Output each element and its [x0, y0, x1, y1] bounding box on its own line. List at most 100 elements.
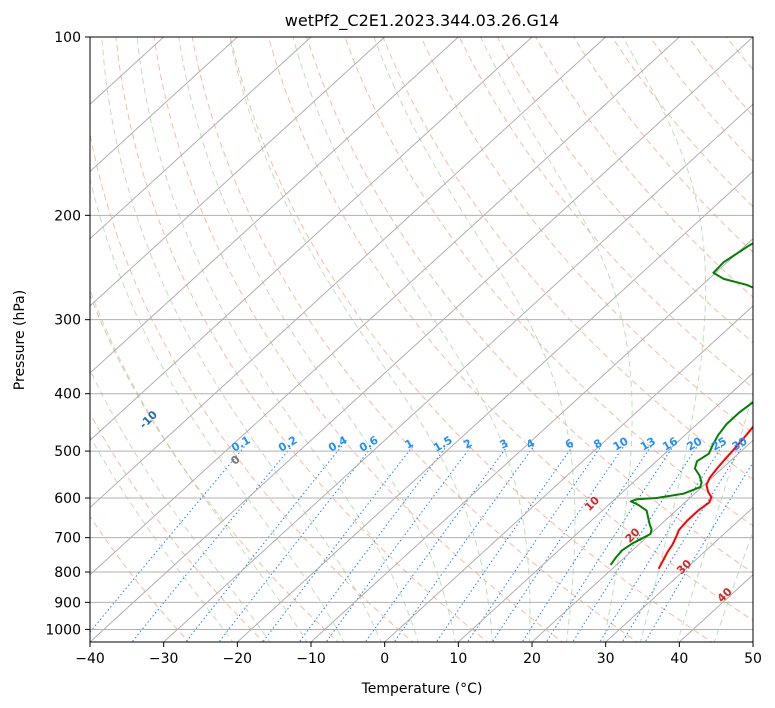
moist-adiabat-label: 20 — [623, 525, 643, 545]
dry-adiabat-line — [90, 131, 414, 642]
mixing-ratio-label: 6 — [563, 436, 576, 451]
dry-adiabat-line — [458, 37, 753, 389]
dry-adiabat-line — [649, 37, 753, 163]
x-tick-label: 30 — [597, 651, 615, 667]
temperature-line — [657, 425, 753, 570]
dry-adiabat-line — [229, 37, 713, 642]
dry-adiabat-line — [535, 37, 753, 298]
moist-adiabat-line — [90, 288, 308, 642]
isotherm-gridline — [310, 237, 753, 642]
x-tick-label: −10 — [296, 651, 326, 667]
x-tick-label: 20 — [523, 651, 541, 667]
mixing-ratio-label: 36 — [750, 434, 770, 453]
moist-adiabat-line — [622, 37, 707, 642]
mixing-ratio-label: 1 — [403, 437, 416, 452]
isotherm-gridline — [531, 439, 753, 642]
moist-adiabat-line — [480, 37, 633, 642]
x-tick-label: 0 — [380, 651, 389, 667]
mixing-ratio-line — [599, 445, 723, 642]
isotherm-gridline — [457, 372, 753, 642]
dry-adiabat-line — [765, 37, 775, 644]
isotherm-gridline — [384, 305, 753, 642]
mixing-ratio-line — [644, 461, 753, 642]
x-tick-label: 50 — [744, 651, 762, 667]
isotherm-gridline — [90, 37, 460, 374]
moist-adiabat-line — [101, 37, 382, 642]
mixing-ratio-line — [298, 445, 448, 642]
mixing-ratio-line — [218, 445, 373, 642]
isotherm-gridline — [90, 37, 681, 576]
mixing-ratio-lines — [90, 445, 753, 642]
y-tick-label: 100 — [54, 30, 81, 46]
grid-lines — [90, 37, 753, 642]
dry-adiabat-label: -20 — [57, 365, 80, 388]
isotherm-gridline — [90, 37, 239, 173]
sounding-series — [609, 242, 753, 570]
y-axis-label: Pressure (hPa) — [12, 290, 28, 390]
dry-adiabat-line — [268, 37, 753, 622]
mixing-ratio-line — [90, 445, 246, 633]
isotherm-gridline — [752, 641, 753, 642]
moist-adiabat-line — [90, 368, 271, 642]
moist-adiabat-line — [90, 176, 345, 642]
mixing-ratio-line — [545, 445, 674, 642]
y-tick-label: 500 — [54, 444, 81, 460]
isotherm-gridline — [605, 506, 753, 642]
dewpoint-line — [609, 242, 753, 566]
isotherm-gridline — [90, 37, 753, 642]
moist-adiabat-line — [676, 392, 753, 642]
x-tick-label: −40 — [75, 651, 105, 667]
y-tick-label: 1000 — [45, 622, 81, 638]
y-axis: 100 200 300 400 500 600 700 800 900 1000 — [45, 30, 90, 638]
dry-adiabat-line — [344, 37, 753, 527]
mixing-ratio-label: 3 — [497, 437, 510, 452]
y-tick-label: 200 — [54, 208, 81, 224]
dry-adiabat-line — [420, 37, 753, 435]
mixing-ratio-line — [521, 445, 652, 642]
dry-adiabat-line — [573, 37, 753, 253]
y-tick-label: 600 — [54, 491, 81, 507]
mixing-ratio-line — [185, 445, 343, 642]
mixing-ratio-line — [435, 445, 574, 642]
dry-adiabat-line — [153, 37, 564, 642]
mixing-ratio-line — [572, 445, 699, 642]
dry-adiabat-line — [115, 37, 489, 642]
dry-adiabat-line — [726, 37, 753, 71]
moist-adiabat-line — [229, 37, 493, 642]
isotherm-gridline — [678, 574, 753, 642]
isotherm-gridline — [236, 170, 753, 642]
mixing-ratio-line — [621, 445, 744, 642]
y-tick-label: 900 — [54, 595, 81, 611]
isotherm-gridline — [90, 37, 312, 240]
y-tick-label: 300 — [54, 313, 81, 329]
dry-adiabat-line — [191, 37, 638, 642]
moist-adiabats — [90, 37, 753, 642]
dry-adiabat-line — [611, 37, 753, 208]
y-tick-label: 700 — [54, 531, 81, 547]
dry-adiabat-line — [90, 412, 265, 642]
mixing-ratio-line — [466, 445, 602, 642]
x-tick-label: 40 — [670, 651, 688, 667]
x-axis: −40 −30 −20 −10 0 10 20 30 40 50 — [75, 642, 762, 667]
moist-adiabat-line — [136, 37, 419, 642]
dry-adiabat-line — [90, 293, 339, 642]
dry-adiabat-line — [382, 37, 753, 481]
dry-adiabats — [90, 37, 775, 644]
isotherm-gridline — [90, 37, 607, 509]
x-axis-label: Temperature (°C) — [361, 681, 483, 697]
mixing-ratio-line — [364, 445, 509, 642]
isotherm-gridline — [90, 37, 533, 442]
mixing-ratio-label: 4 — [524, 436, 537, 451]
chart-title: wetPf2_C2E1.2023.344.03.26.G14 — [285, 11, 559, 31]
x-tick-label: −20 — [223, 651, 253, 667]
isotherm-gridline — [163, 103, 753, 642]
dry-adiabat-line — [90, 515, 190, 642]
x-tick-label: −30 — [149, 651, 179, 667]
isotherm-gridline — [90, 37, 386, 307]
dry-adiabat-line — [306, 37, 753, 574]
line-labels: 0.10.20.40.611.52346810131620253036-100-… — [57, 365, 770, 605]
mixing-ratio-line — [393, 445, 535, 642]
dry-adiabat-line — [687, 37, 753, 117]
mixing-ratio-line — [262, 445, 414, 642]
